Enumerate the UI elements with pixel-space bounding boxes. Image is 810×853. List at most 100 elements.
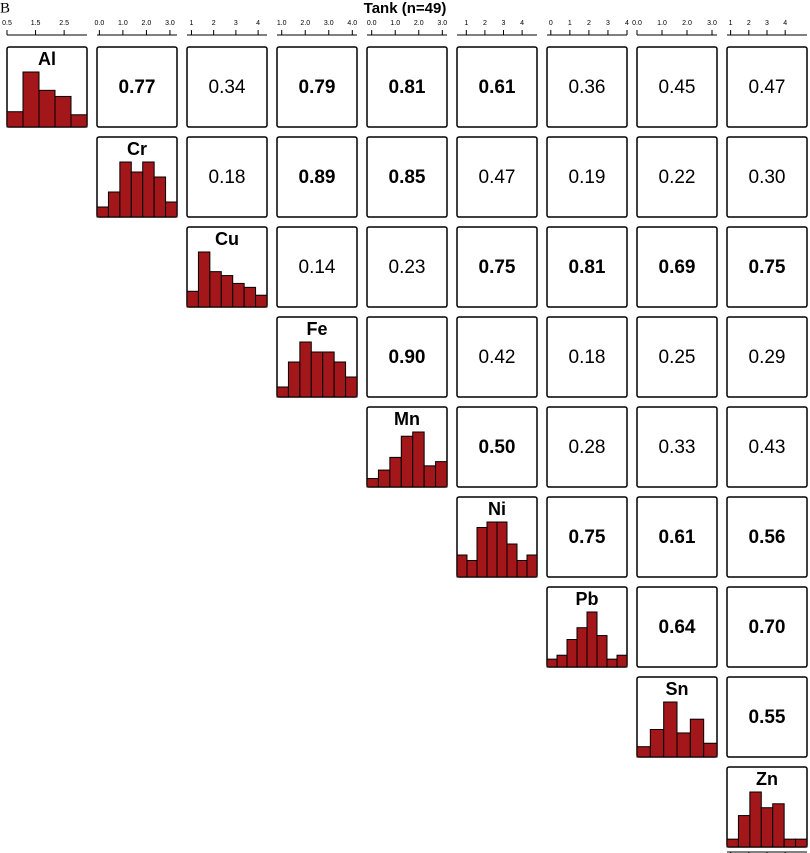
corr-value: 0.43 <box>749 437 786 458</box>
hist-bar <box>412 431 425 488</box>
variable-name: Mn <box>394 409 420 429</box>
corr-cell <box>636 136 718 218</box>
corr-value: 0.19 <box>569 167 606 188</box>
hist-bar <box>243 286 257 308</box>
corr-cell <box>726 136 808 218</box>
corr-cell <box>546 316 628 398</box>
corr-cell <box>456 226 538 308</box>
corr-cell <box>456 136 538 218</box>
hist-bar <box>649 729 665 758</box>
x-tick-label: 3 <box>606 20 610 27</box>
hist-bar <box>220 275 234 308</box>
hist-bar <box>772 803 785 848</box>
hist-bar <box>400 435 414 488</box>
corr-cell <box>726 46 808 128</box>
x-tick-label: 1.0 <box>657 20 667 27</box>
x-tick-label: 3 <box>234 20 238 27</box>
hist-bar <box>526 554 538 578</box>
variable-name: Fe <box>306 319 327 339</box>
hist-bar <box>486 521 498 578</box>
corr-value: 0.18 <box>209 167 246 188</box>
hist-bar <box>476 527 488 578</box>
x-tick-label: 0 <box>549 20 553 27</box>
hist-bar <box>22 71 40 128</box>
corr-cell <box>366 226 448 308</box>
corr-value: 0.36 <box>569 77 606 98</box>
corr-cell <box>726 586 808 668</box>
corr-cell <box>726 316 808 398</box>
x-tick-label: 1.5 <box>31 20 41 27</box>
hist-bar <box>456 554 468 578</box>
corr-value: 0.81 <box>569 257 606 278</box>
corr-value: 0.29 <box>749 347 786 368</box>
corr-cell <box>276 46 358 128</box>
corr-value: 0.89 <box>299 167 336 188</box>
corr-cell <box>456 46 538 128</box>
corr-value: 0.55 <box>749 707 786 728</box>
corr-value: 0.75 <box>479 257 516 278</box>
hist-bar <box>255 294 268 308</box>
hist-bar <box>663 701 678 758</box>
corr-value: 0.64 <box>659 617 696 638</box>
hist-bar <box>795 838 808 848</box>
hist-bar <box>96 206 109 218</box>
hist-bar <box>726 838 739 848</box>
corr-value: 0.30 <box>749 167 786 188</box>
variable-name: Cu <box>215 229 239 249</box>
corr-cell <box>636 316 718 398</box>
hist-bar <box>566 639 578 668</box>
corr-value: 0.23 <box>389 257 426 278</box>
hist-bar <box>586 611 598 668</box>
x-tick-label: 1 <box>189 20 193 27</box>
hist-bar <box>596 635 608 668</box>
corr-value: 0.45 <box>659 77 696 98</box>
x-tick-label: 4 <box>520 20 524 27</box>
hist-bar <box>310 351 324 398</box>
x-tick-label: 1.0 <box>277 20 287 27</box>
corr-cell <box>366 136 448 218</box>
hist-bar <box>703 742 718 758</box>
corr-cell <box>726 406 808 488</box>
x-tick-label: 4 <box>783 20 787 27</box>
x-tick-label: 0.0 <box>632 20 642 27</box>
x-tick-label: 4.0 <box>347 20 357 27</box>
hist-bar <box>466 560 478 578</box>
corr-cell <box>726 226 808 308</box>
x-tick-label: 4 <box>256 20 260 27</box>
x-tick-label: 1 <box>729 20 733 27</box>
corr-cell <box>456 316 538 398</box>
x-tick-label: 2 <box>483 20 487 27</box>
hist-bar <box>107 191 121 218</box>
hist-bar <box>287 361 301 398</box>
corr-value: 0.90 <box>389 347 426 368</box>
x-tick-label: 0.0 <box>94 20 104 27</box>
x-tick-label: 4 <box>625 20 629 27</box>
corr-value: 0.28 <box>569 437 606 458</box>
hist-bar <box>760 807 774 848</box>
hist-bar <box>435 461 448 488</box>
corr-cell <box>636 586 718 668</box>
hist-bar <box>783 838 797 848</box>
hist-bar <box>423 465 437 488</box>
hist-bar <box>676 732 691 758</box>
corr-value: 0.14 <box>299 257 336 278</box>
hist-bar <box>165 201 178 218</box>
hist-bar <box>606 658 618 668</box>
variable-name: Cr <box>127 139 147 159</box>
variable-name: Sn <box>665 679 688 699</box>
hist-bar <box>345 376 358 398</box>
corr-cell <box>546 46 628 128</box>
hist-bar <box>197 251 211 308</box>
corr-cell <box>186 46 268 128</box>
corr-cell <box>186 136 268 218</box>
variable-name: Al <box>38 49 56 69</box>
hist-bar <box>130 171 144 218</box>
hist-bar <box>299 341 312 398</box>
hist-bar <box>377 469 391 488</box>
x-tick-label: 3 <box>502 20 506 27</box>
corr-value: 0.70 <box>749 617 786 638</box>
corr-value: 0.50 <box>479 437 516 458</box>
corr-cell <box>546 496 628 578</box>
corr-cell <box>276 226 358 308</box>
